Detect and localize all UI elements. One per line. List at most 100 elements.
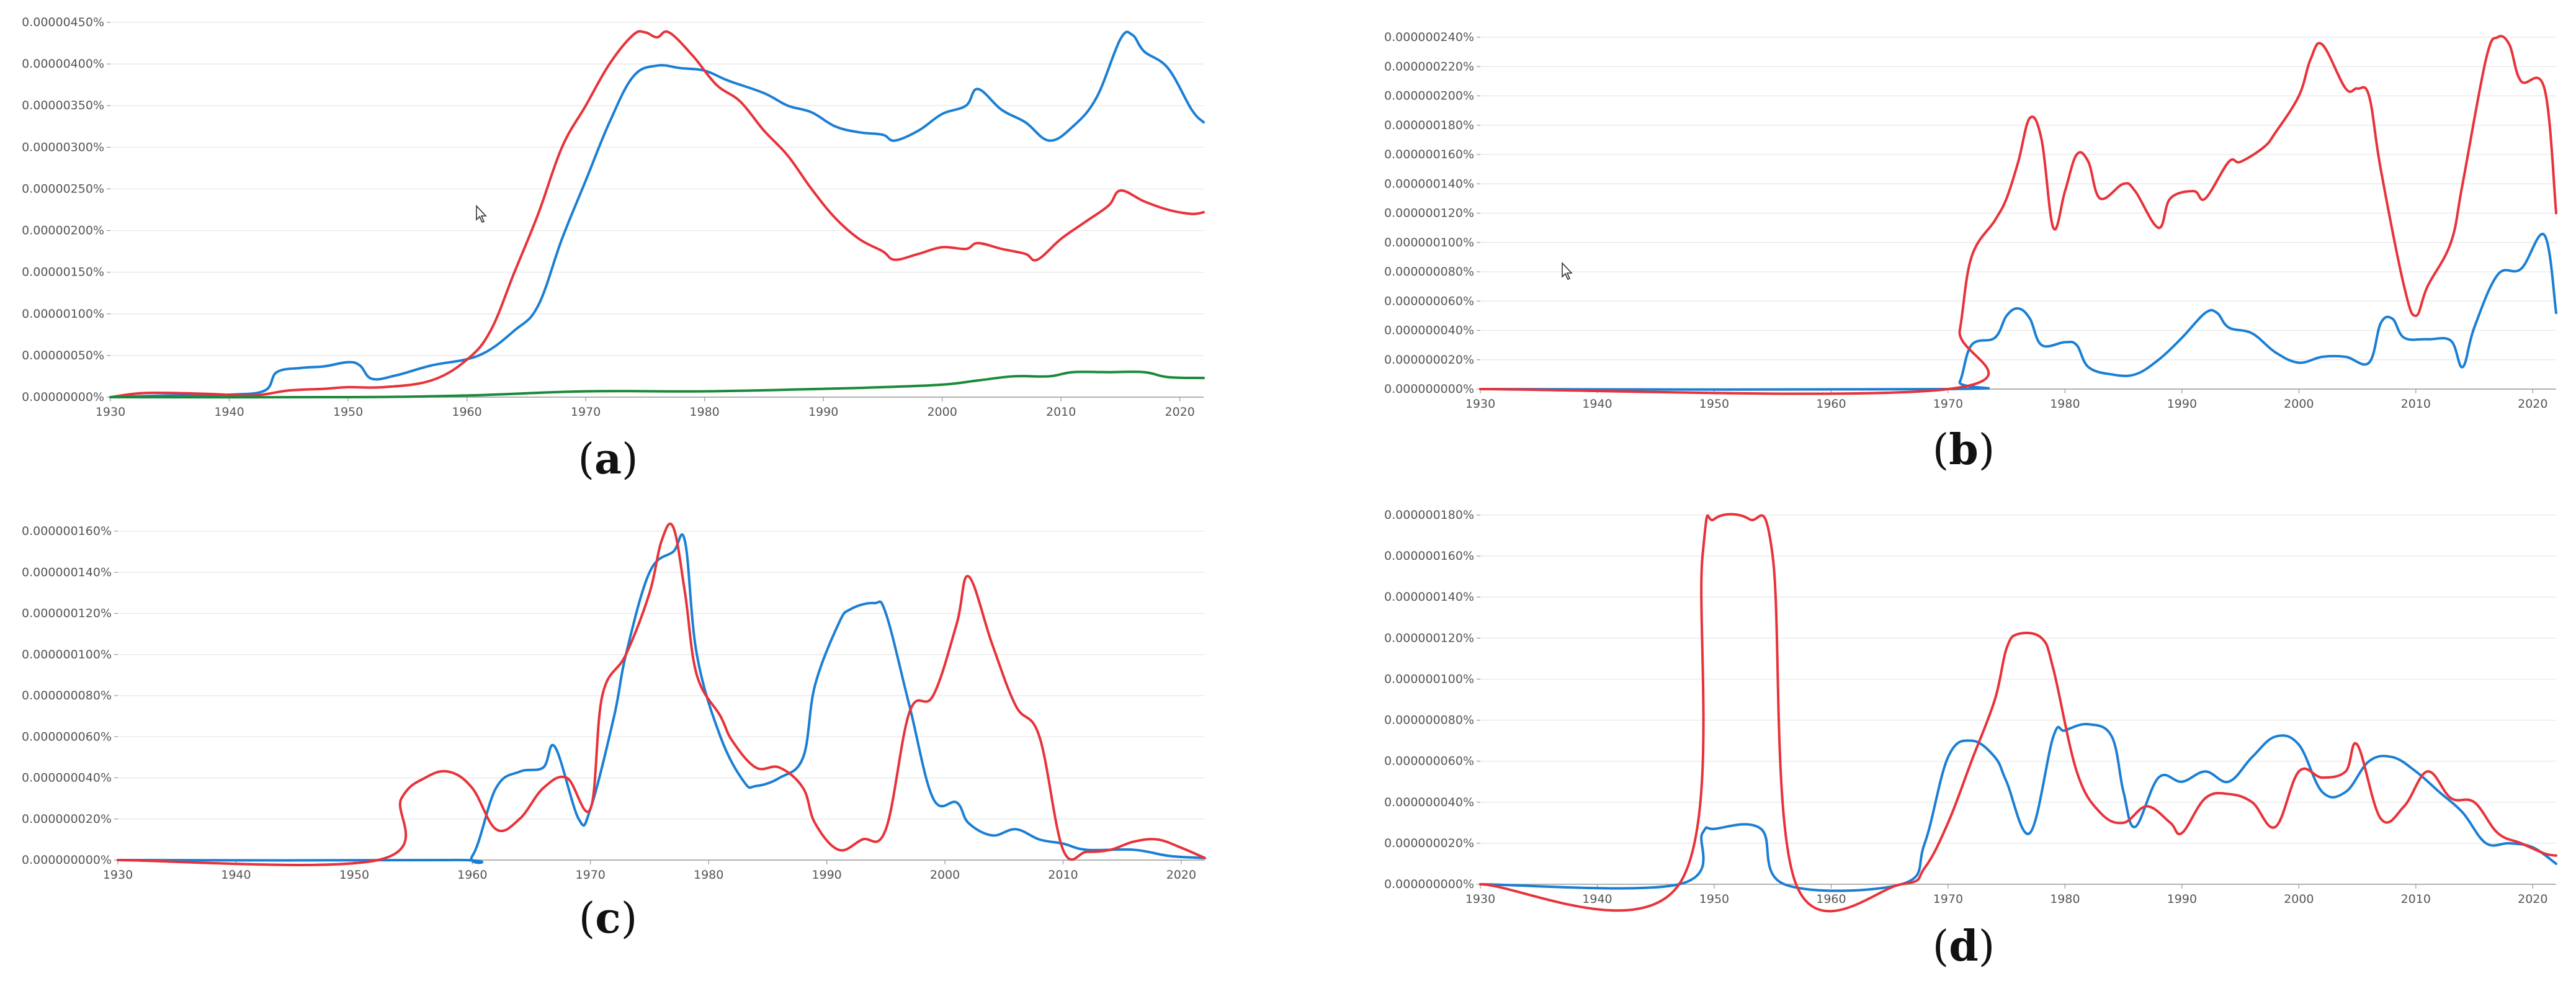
y-tick-label: 0.000000020% bbox=[22, 812, 112, 826]
y-tick-label: 0.00000050% bbox=[22, 349, 104, 362]
caption-b-open: ( bbox=[1932, 426, 1949, 475]
chart-panel-d: 0.000000000% 0.000000020% 0.000000040% 0.00… bbox=[1340, 496, 2576, 913]
x-tick-label: 1960 bbox=[1816, 397, 1846, 411]
caption-a-letter: a bbox=[594, 434, 622, 484]
chart-svg-c: 0.000000000% 0.000000020% 0.000000040% 0.00… bbox=[22, 522, 1206, 882]
caption-c-open: ( bbox=[578, 894, 596, 943]
x-tick-label: 2020 bbox=[2518, 397, 2547, 411]
x-tick-label: 1940 bbox=[214, 405, 244, 419]
x-tick-label: 1970 bbox=[571, 405, 601, 419]
caption-c-letter: c bbox=[595, 894, 621, 943]
y-tick-label: 0.00000150% bbox=[22, 266, 104, 279]
x-tick-label: 1990 bbox=[2167, 397, 2197, 411]
y-tick-label: 0.000000140% bbox=[1384, 177, 1474, 191]
y-tick-label: 0.000000040% bbox=[1384, 324, 1474, 338]
y-tick-label: 0.000000180% bbox=[1384, 508, 1474, 522]
y-tick-label: 0.000000080% bbox=[22, 689, 112, 702]
x-tick-label: 1930 bbox=[96, 405, 125, 419]
y-tick-label: 0.000000060% bbox=[1384, 755, 1474, 768]
y-tick-label: 0.000000080% bbox=[1384, 714, 1474, 727]
mouse-pointer-icon bbox=[476, 205, 487, 223]
x-tick-label: 1980 bbox=[2050, 397, 2080, 411]
x-tick-label: 1960 bbox=[1816, 892, 1846, 906]
x-tick-label: 1990 bbox=[808, 405, 838, 419]
x-tick-label: 2000 bbox=[2284, 892, 2314, 906]
series-line-red bbox=[1479, 513, 2557, 913]
chart-panel-c: 0.000000000% 0.000000020% 0.000000040% 0.00… bbox=[0, 509, 1216, 887]
y-tick-label: 0.00000250% bbox=[22, 182, 104, 195]
y-tick-label: 0.000000020% bbox=[1384, 353, 1474, 367]
x-tick-label: 2000 bbox=[2284, 397, 2314, 411]
chart-svg-d: 0.000000000% 0.000000020% 0.000000040% 0.00… bbox=[1384, 508, 2557, 913]
x-tick-label: 1970 bbox=[1933, 397, 1963, 411]
y-tick-label: 0.000000060% bbox=[22, 730, 112, 743]
y-tick-label: 0.000000100% bbox=[1384, 236, 1474, 249]
caption-b-letter: b bbox=[1949, 425, 1979, 475]
caption-b-close: ) bbox=[1978, 426, 1995, 475]
chart-svg-a: 0.00000000% 0.00000050% 0.00000100% 0.00000… bbox=[22, 16, 1205, 419]
y-tick-label: 0.000000040% bbox=[1384, 796, 1474, 809]
x-tick-label: 2020 bbox=[1166, 868, 1196, 882]
y-tick-label: 0.000000100% bbox=[22, 648, 112, 661]
x-tick-label: 2000 bbox=[930, 868, 960, 882]
mouse-pointer-icon bbox=[1562, 262, 1573, 280]
series-line-blue bbox=[109, 30, 1205, 398]
x-tick-label: 1930 bbox=[103, 868, 133, 882]
series-line-red bbox=[1479, 35, 2557, 395]
x-tick-label: 1980 bbox=[2050, 892, 2080, 906]
y-tick-label: 0.00000400% bbox=[22, 57, 104, 71]
y-tick-label: 0.000000080% bbox=[1384, 265, 1474, 279]
y-tick-label: 0.000000120% bbox=[22, 607, 112, 621]
caption-d-close: ) bbox=[1978, 922, 1995, 971]
y-tick-label: 0.000000120% bbox=[1384, 631, 1474, 645]
y-tick-label: 0.00000200% bbox=[22, 224, 104, 238]
series-line-blue bbox=[1479, 233, 2557, 391]
x-tick-label: 1970 bbox=[576, 868, 606, 882]
y-tick-label: 0.000000160% bbox=[1384, 148, 1474, 161]
caption-a-open: ( bbox=[578, 435, 594, 484]
x-tick-label: 2010 bbox=[2401, 397, 2431, 411]
x-tick-label: 1950 bbox=[1699, 892, 1729, 906]
caption-a: (a) bbox=[546, 434, 670, 484]
caption-d-letter: d bbox=[1949, 921, 1979, 971]
x-tick-label: 2010 bbox=[1046, 405, 1076, 419]
series-line-green bbox=[109, 370, 1205, 399]
chart-svg-b: 0.000000000% 0.000000020% 0.000000040% 0.00… bbox=[1384, 30, 2557, 411]
y-tick-label: 0.000000000% bbox=[1384, 877, 1474, 891]
y-tick-label: 0.000000240% bbox=[1384, 30, 1474, 44]
x-tick-label: 1950 bbox=[333, 405, 363, 419]
y-tick-label: 0.000000040% bbox=[22, 771, 112, 785]
x-tick-label: 1970 bbox=[1933, 892, 1963, 906]
y-tick-label: 0.000000220% bbox=[1384, 60, 1474, 73]
series-line-red bbox=[117, 522, 1206, 866]
caption-a-close: ) bbox=[622, 435, 638, 484]
series-line-blue bbox=[117, 533, 1206, 864]
x-tick-label: 2020 bbox=[2518, 892, 2547, 906]
y-tick-label: 0.000000000% bbox=[1384, 382, 1474, 396]
x-tick-label: 1940 bbox=[221, 868, 251, 882]
x-tick-label: 2010 bbox=[2401, 892, 2431, 906]
y-tick-label: 0.000000160% bbox=[1384, 549, 1474, 563]
y-tick-label: 0.00000100% bbox=[22, 307, 104, 321]
caption-b: (b) bbox=[1902, 425, 2026, 475]
x-tick-label: 1950 bbox=[1699, 397, 1729, 411]
x-tick-label: 1960 bbox=[452, 405, 481, 419]
y-tick-label: 0.000000060% bbox=[1384, 294, 1474, 308]
x-tick-label: 1930 bbox=[1465, 397, 1495, 411]
caption-c-close: ) bbox=[620, 894, 638, 943]
x-tick-label: 1940 bbox=[1582, 892, 1612, 906]
y-tick-label: 0.000000200% bbox=[1384, 89, 1474, 103]
y-tick-label: 0.00000450% bbox=[22, 16, 104, 29]
y-tick-label: 0.00000350% bbox=[22, 99, 104, 112]
x-tick-label: 1950 bbox=[339, 868, 369, 882]
y-tick-label: 0.000000100% bbox=[1384, 672, 1474, 686]
y-tick-label: 0.000000000% bbox=[22, 853, 112, 867]
chart-panel-a: 0.00000000% 0.00000050% 0.00000100% 0.00000… bbox=[0, 0, 1216, 428]
x-tick-label: 1990 bbox=[2167, 892, 2197, 906]
caption-d-open: ( bbox=[1932, 922, 1949, 971]
caption-d: (d) bbox=[1902, 921, 2026, 971]
y-tick-label: 0.000000020% bbox=[1384, 836, 1474, 850]
series-line-red bbox=[109, 30, 1205, 398]
x-tick-label: 2000 bbox=[927, 405, 957, 419]
caption-c: (c) bbox=[546, 894, 670, 943]
